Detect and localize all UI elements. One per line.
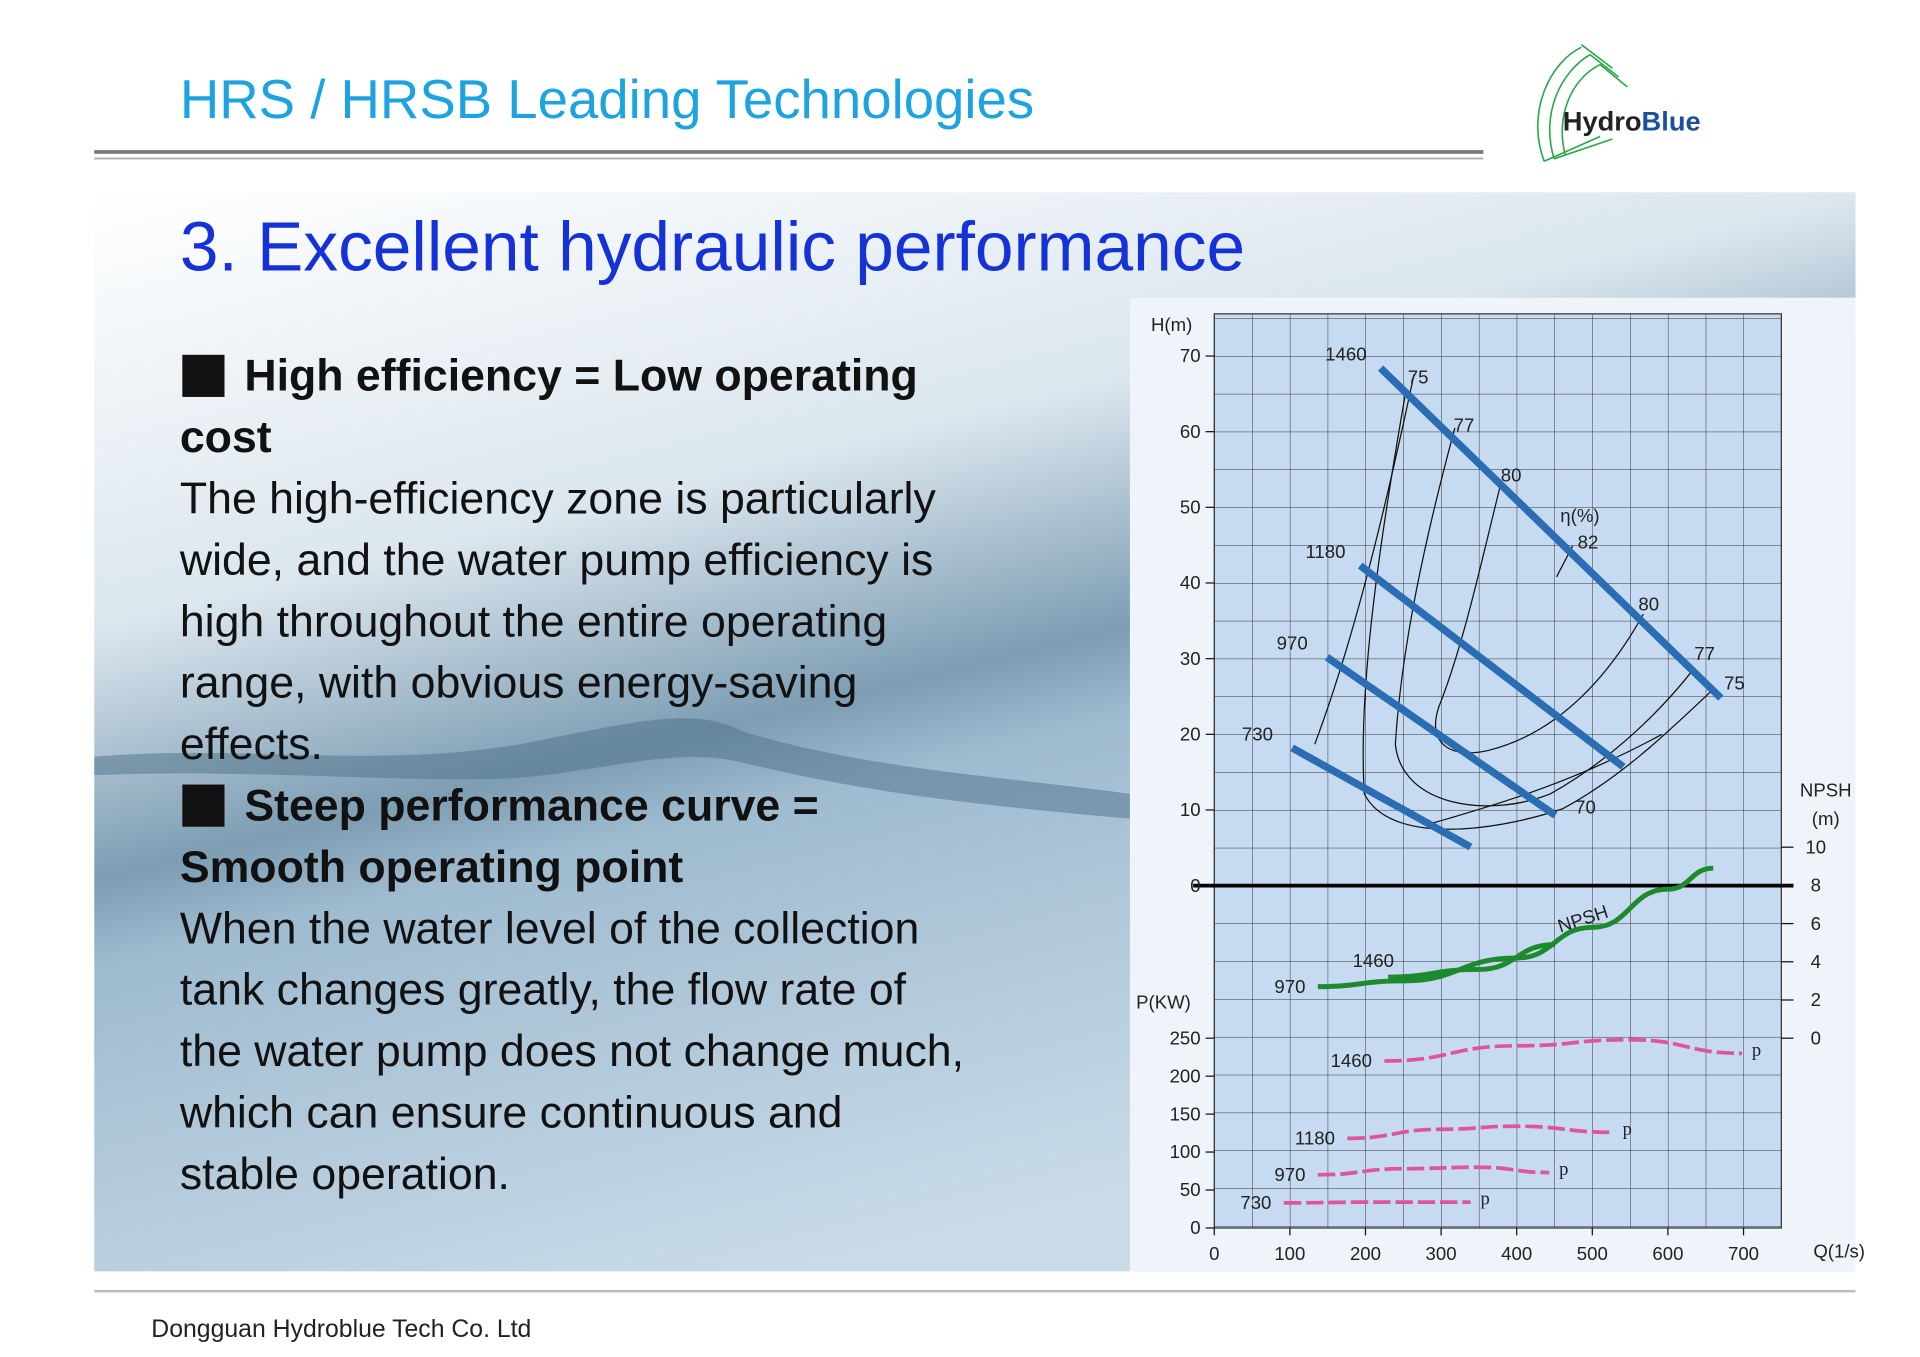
npsh-tick-label: 10: [1805, 836, 1826, 857]
npsh-axis-label: (m): [1812, 808, 1840, 829]
section-title: High efficiency = Low operating: [244, 352, 917, 401]
series-label: 1460: [1353, 950, 1394, 971]
npsh-axis-label: NPSH: [1800, 779, 1852, 800]
h-tick-label: 10: [1180, 799, 1201, 820]
efficiency-label: 77: [1454, 415, 1475, 436]
h-axis-label: H(m): [1151, 314, 1192, 335]
efficiency-label: 75: [1724, 673, 1745, 694]
h-curve: [1357, 562, 1626, 770]
h-tick-label: 20: [1180, 724, 1201, 745]
x-axis-label: Q(1/s): [1813, 1241, 1865, 1262]
bullet: [182, 784, 225, 827]
x-tick-label: 300: [1426, 1243, 1457, 1264]
heading: 3. Excellent hydraulic performance: [180, 207, 1245, 285]
bullet: [182, 354, 225, 397]
series-label: 970: [1277, 633, 1308, 654]
series-label: 730: [1240, 1192, 1271, 1213]
section-title: Smooth operating point: [180, 843, 684, 892]
p-tick-label: 100: [1170, 1141, 1201, 1162]
end-label: p: [1481, 1189, 1490, 1210]
p-tick-label: 250: [1170, 1027, 1201, 1048]
text-block: High efficiency = Low operating cost The h…: [179, 352, 964, 1199]
p-curve: [1347, 1124, 1613, 1141]
efficiency-label: 70: [1575, 797, 1596, 818]
series-label: 1180: [1305, 541, 1345, 562]
section-title: cost: [180, 413, 272, 462]
x-tick-label: 500: [1577, 1243, 1608, 1264]
p-tick-label: 200: [1170, 1065, 1201, 1086]
p-axis-label: P(KW): [1136, 991, 1191, 1012]
npsh-tick-label: 2: [1811, 989, 1821, 1010]
footer-rule: [94, 1289, 1856, 1293]
p-curve: [1283, 1200, 1471, 1205]
efficiency-label: 80: [1638, 593, 1659, 614]
section-body: The high-efficiency zone is particularly: [180, 475, 937, 524]
section-body: high throughout the entire operating: [180, 597, 887, 646]
x-tick-label: 700: [1728, 1243, 1759, 1264]
x-tick-label: 600: [1652, 1243, 1683, 1264]
end-label: p: [1752, 1040, 1761, 1061]
end-label: p: [1623, 1119, 1632, 1140]
logo: [1536, 44, 1628, 163]
logo-hydro: Hydro: [1563, 105, 1642, 136]
p-curve: [1317, 1165, 1550, 1177]
h-tick-label: 40: [1180, 572, 1201, 593]
npsh-tick-label: 8: [1811, 875, 1821, 896]
section-body: the water pump does not change much,: [180, 1027, 964, 1076]
efficiency-label: 80: [1501, 464, 1522, 485]
section-body: effects.: [180, 720, 323, 769]
x-tick-label: 200: [1350, 1243, 1381, 1264]
section-body: When the water level of the collection: [180, 904, 919, 953]
npsh-tick-label: 4: [1811, 951, 1821, 972]
series-label: 1180: [1295, 1128, 1335, 1149]
efficiency-label: 77: [1694, 643, 1715, 664]
series-label: 1460: [1325, 344, 1366, 365]
efficiency-label: 82: [1578, 531, 1599, 552]
x-tick-label: 0: [1209, 1243, 1219, 1264]
end-label: p: [1559, 1159, 1568, 1180]
h-tick-label: 30: [1180, 648, 1201, 669]
chart: η(%) 75 77 80 82 80 77 75 70 NPSH H(m) P…: [1136, 313, 1865, 1264]
h-tick-label: 0: [1190, 875, 1200, 896]
logo-text: HydroBlue: [1563, 105, 1701, 136]
p-tick-label: 0: [1190, 1217, 1200, 1238]
h-curve: [1324, 654, 1558, 819]
x-tick-label: 100: [1274, 1243, 1305, 1264]
water-wave: [94, 718, 1130, 819]
header-rule: [94, 157, 1484, 160]
section-title: Steep performance curve =: [244, 782, 818, 831]
section-body: wide, and the water pump efficiency is: [179, 536, 934, 585]
h-tick-label: 70: [1180, 345, 1201, 366]
section-body: stable operation.: [180, 1150, 510, 1199]
grid: [1213, 313, 1782, 1229]
h-tick-label: 50: [1180, 497, 1201, 518]
p-tick-label: 50: [1180, 1179, 1201, 1200]
series-label: 730: [1242, 723, 1273, 744]
h-curve: [1378, 365, 1724, 701]
footer: Dongguan Hydroblue Tech Co. Ltd: [151, 1316, 531, 1343]
h-curve: [1290, 744, 1473, 851]
p-tick-label: 150: [1170, 1103, 1201, 1124]
series-label: 1460: [1331, 1050, 1372, 1071]
series-label: 970: [1274, 976, 1305, 997]
p-curve: [1384, 1037, 1743, 1063]
header-title: HRS / HRSB Leading Technologies: [180, 69, 1034, 130]
section-body: which can ensure continuous and: [179, 1088, 843, 1137]
section-body: range, with obvious energy-saving: [180, 659, 857, 708]
npsh-tick-label: 0: [1811, 1027, 1821, 1048]
header-rule: [94, 150, 1484, 154]
efficiency-unit: η(%): [1560, 505, 1599, 526]
series-label: 970: [1274, 1164, 1305, 1185]
npsh-tick-label: 6: [1811, 913, 1821, 934]
h-tick-label: 60: [1180, 421, 1201, 442]
efficiency-label: 75: [1408, 366, 1429, 387]
x-tick-label: 400: [1501, 1243, 1532, 1264]
logo-blue: Blue: [1642, 105, 1701, 136]
npsh-curve: [1388, 942, 1555, 980]
section-body: tank changes greatly, the flow rate of: [180, 966, 907, 1015]
